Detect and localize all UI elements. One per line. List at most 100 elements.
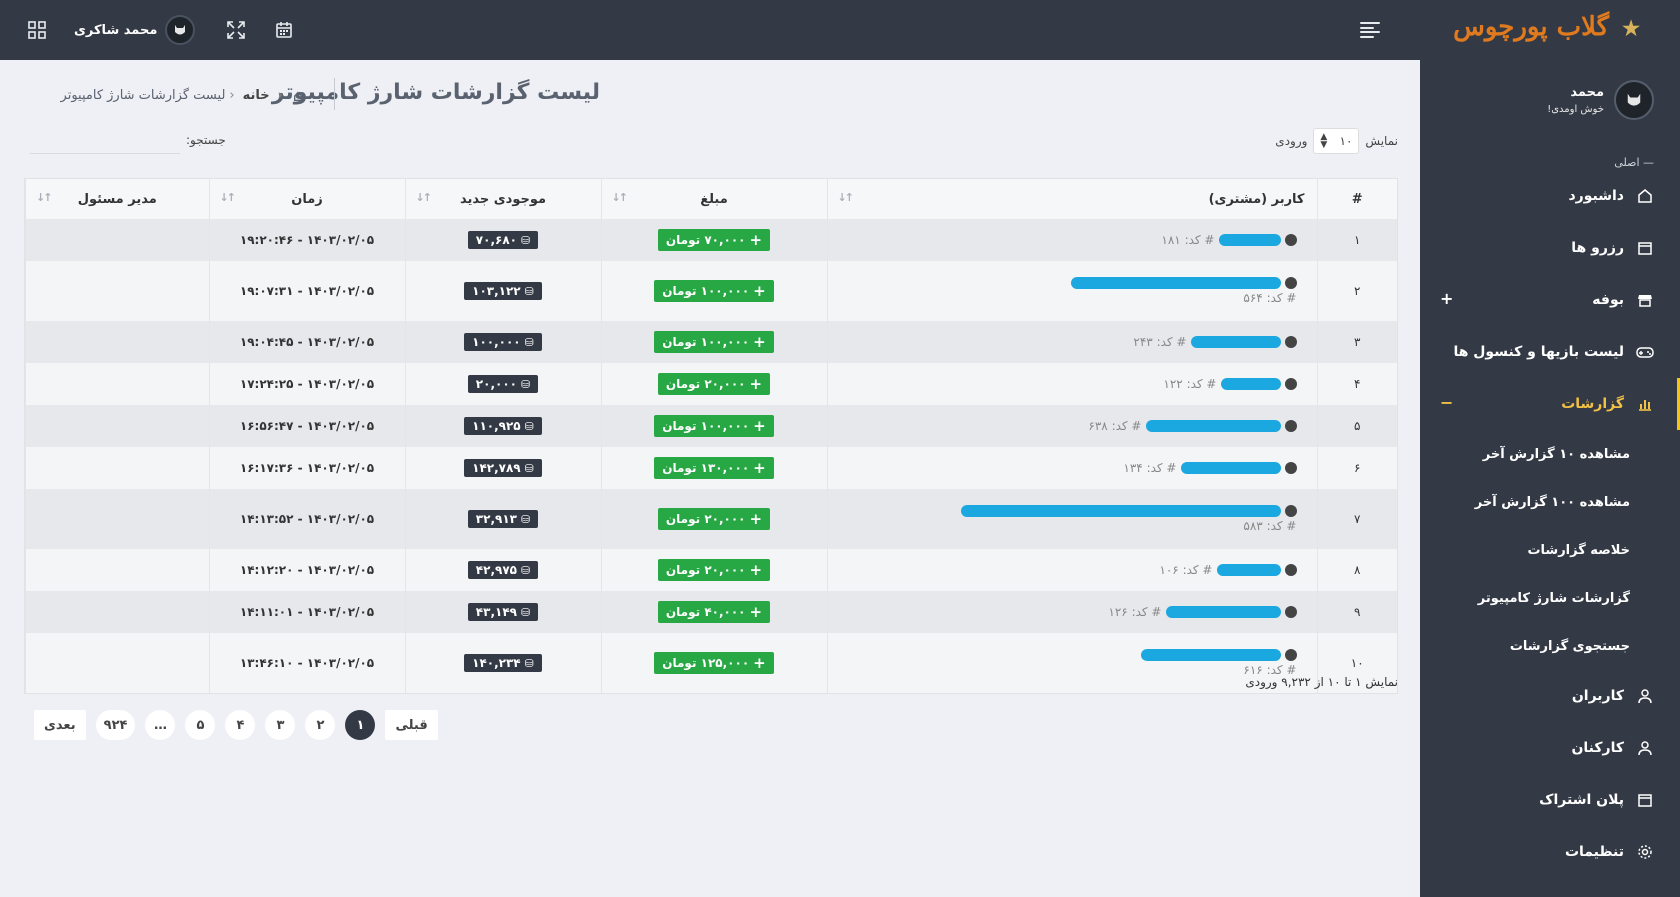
home-icon	[1636, 187, 1654, 205]
page-button[interactable]: ۲	[305, 710, 336, 740]
submenu-last-100[interactable]: مشاهده ۱۰۰ گزارش آخر	[1474, 494, 1630, 510]
table-row[interactable]: ۹ # کد: ۱۲۶ +۴۰,۰۰۰ تومان ⛁ ۴۳,۱۴۹ ۱۴۰۳/۰…	[25, 591, 1397, 633]
col-balance[interactable]: موجودی جدید ↑↓	[404, 179, 601, 219]
sidebar-item-buffet[interactable]: بوفه +	[1420, 274, 1680, 326]
page-button[interactable]: ۳	[265, 710, 296, 740]
submenu-summary[interactable]: خلاصه گزارشات	[1527, 542, 1630, 558]
plus-icon: +	[753, 282, 766, 300]
page-title: لیست گزارشات شارژ کامپیوتر	[271, 80, 600, 105]
amount-badge: +۴۰,۰۰۰ تومان	[657, 601, 771, 623]
balance-badge: ⛁ ۴۳,۱۴۹	[467, 603, 539, 621]
coins-icon: ⛁	[524, 461, 534, 475]
user-cell[interactable]: # کد: ۶۱۶	[826, 633, 1317, 693]
submenu-last-10[interactable]: مشاهده ۱۰ گزارش آخر	[1482, 446, 1630, 462]
manager-cell	[25, 591, 209, 633]
user-cell[interactable]: # کد: ۵۶۴	[826, 261, 1317, 321]
amount-badge: +۱۳۰,۰۰۰ تومان	[654, 457, 774, 479]
entries-label: ورودی	[1275, 134, 1308, 148]
amount-badge: +۲۰,۰۰۰ تومان	[657, 373, 771, 395]
menu-toggle-button[interactable]	[1360, 22, 1380, 38]
sort-icon: ↑↓	[219, 191, 237, 204]
top-bar: ★ گلاب پورچوس محمد شاکری	[0, 0, 1680, 60]
apps-grid-icon[interactable]	[26, 19, 48, 41]
coins-icon: ⛁	[524, 284, 534, 298]
col-index[interactable]: #	[1316, 179, 1397, 219]
plus-icon: +	[749, 231, 763, 249]
sidebar-item-subscription[interactable]: پلان اشتراک	[1420, 774, 1680, 826]
table-row[interactable]: ۲ # کد: ۵۶۴ +۱۰۰,۰۰۰ تومان ⛁ ۱۰۳,۱۲۲ ۱۴۰۳…	[25, 261, 1397, 321]
redacted-name	[1140, 649, 1281, 661]
coins-icon: ⛁	[524, 335, 534, 349]
plus-icon: +	[753, 333, 766, 351]
collapse-icon[interactable]: −	[1440, 393, 1454, 412]
home-icon[interactable]: ⌂	[292, 86, 303, 105]
user-cell[interactable]: # کد: ۱۰۶	[826, 549, 1317, 591]
submenu-computer-charge[interactable]: گزارشات شارژ کامپیوتر	[1477, 590, 1630, 606]
amount-cell: +۲۰,۰۰۰ تومان	[600, 363, 827, 405]
table-row[interactable]: ۱ # کد: ۱۸۱ +۷۰,۰۰۰ تومان ⛁ ۷۰,۶۸۰ ۱۴۰۳/۰…	[25, 219, 1397, 261]
amount-badge: +۱۰۰,۰۰۰ تومان	[654, 280, 774, 302]
search-input[interactable]	[30, 126, 180, 154]
user-cell[interactable]: # کد: ۱۲۲	[826, 363, 1317, 405]
sidebar-item-dashboard[interactable]: داشبورد	[1420, 170, 1680, 222]
page-button[interactable]: ۴	[225, 710, 256, 740]
sidebar-item-staff[interactable]: کارکنان	[1420, 722, 1680, 774]
col-user[interactable]: کاربر (مشتری) ↑↓	[826, 179, 1317, 219]
col-amount[interactable]: مبلغ ↑↓	[600, 179, 827, 219]
store-icon	[1636, 291, 1654, 309]
next-page-button[interactable]: بعدی	[34, 710, 86, 740]
amount-cell: +۷۰,۰۰۰ تومان	[600, 219, 827, 261]
user-cell[interactable]: # کد: ۱۲۶	[826, 591, 1317, 633]
sidebar-profile[interactable]: محمد خوش اومدی!	[1434, 80, 1654, 120]
user-circle-icon	[1284, 606, 1297, 618]
fullscreen-icon[interactable]	[225, 19, 247, 41]
sidebar-item-reports[interactable]: گزارشات −	[1420, 378, 1680, 430]
sidebar-item-reservations[interactable]: رزرو ها	[1420, 222, 1680, 274]
sidebar-item-users[interactable]: کاربران	[1420, 670, 1680, 722]
breadcrumb-home[interactable]: خانه	[242, 88, 270, 103]
col-manager[interactable]: مدیر مسئول ↑↓	[25, 179, 209, 219]
redacted-name	[1145, 420, 1281, 432]
search-control: جستجو:	[30, 126, 226, 154]
balance-badge: ⛁ ۳۲,۹۱۳	[467, 510, 539, 528]
table-row[interactable]: ۳ # کد: ۲۴۳ +۱۰۰,۰۰۰ تومان ⛁ ۱۰۰,۰۰۰ ۱۴۰۳…	[25, 321, 1397, 363]
page-button[interactable]: ۹۲۴	[95, 710, 136, 740]
topbar-user[interactable]: محمد شاکری	[74, 15, 196, 45]
table-row[interactable]: ۱۰ # کد: ۶۱۶ +۱۲۵,۰۰۰ تومان ⛁ ۱۴۰,۲۳۴ ۱۴۰…	[25, 633, 1397, 693]
user-cell[interactable]: # کد: ۵۸۳	[826, 489, 1317, 549]
user-code: # کد: ۵۸۳	[1243, 519, 1297, 533]
amount-badge: +۱۲۵,۰۰۰ تومان	[654, 652, 774, 674]
user-cell[interactable]: # کد: ۱۳۴	[826, 447, 1317, 489]
prev-page-button[interactable]: قبلی	[385, 710, 438, 740]
sidebar-item-settings[interactable]: تنظیمات	[1420, 826, 1680, 878]
table-row[interactable]: ۵ # کد: ۶۳۸ +۱۰۰,۰۰۰ تومان ⛁ ۱۱۰,۹۲۵ ۱۴۰۳…	[25, 405, 1397, 447]
page-button[interactable]: ۱	[345, 710, 376, 740]
sidebar-nav: داشبورد رزرو ها بوفه + لیست بازیها و کنس…	[1420, 170, 1680, 878]
entries-select[interactable]: ۱۰ ▲ ▼	[1313, 128, 1360, 154]
user-cell[interactable]: # کد: ۶۳۸	[826, 405, 1317, 447]
time-cell: ۱۴۰۳/۰۲/۰۵ - ۱۳:۴۶:۱۰	[208, 633, 405, 693]
table-row[interactable]: ۷ # کد: ۵۸۳ +۲۰,۰۰۰ تومان ⛁ ۳۲,۹۱۳ ۱۴۰۳/۰…	[25, 489, 1397, 549]
coins-icon: ⛁	[520, 233, 531, 247]
amount-cell: +۱۲۵,۰۰۰ تومان	[600, 633, 827, 693]
sort-icon: ↑↓	[36, 191, 53, 204]
expand-icon[interactable]: +	[1440, 289, 1454, 308]
col-time[interactable]: زمان ↑↓	[208, 179, 405, 219]
reports-table: # کاربر (مشتری) ↑↓ مبلغ ↑↓ موجودی جدید ↑↓ ز…	[24, 178, 1398, 694]
user-cell[interactable]: # کد: ۲۴۳	[826, 321, 1317, 363]
calendar-icon[interactable]	[273, 19, 295, 41]
table-row[interactable]: ۴ # کد: ۱۲۲ +۲۰,۰۰۰ تومان ⛁ ۲۰,۰۰۰ ۱۴۰۳/۰…	[25, 363, 1397, 405]
plus-icon: +	[753, 459, 766, 477]
amount-badge: +۱۰۰,۰۰۰ تومان	[654, 331, 774, 353]
table-row[interactable]: ۸ # کد: ۱۰۶ +۲۰,۰۰۰ تومان ⛁ ۴۲,۹۷۵ ۱۴۰۳/۰…	[25, 549, 1397, 591]
balance-cell: ⛁ ۳۲,۹۱۳	[404, 489, 601, 549]
page-button[interactable]: ۵	[185, 710, 216, 740]
brand-logo[interactable]: ★ گلاب پورچوس	[1453, 12, 1640, 42]
sidebar-item-games[interactable]: لیست بازیها و کنسول ها	[1420, 326, 1680, 378]
page-button[interactable]: …	[145, 710, 176, 740]
user-cell[interactable]: # کد: ۱۸۱	[826, 219, 1317, 261]
balance-badge: ⛁ ۲۰,۰۰۰	[467, 375, 539, 393]
table-row[interactable]: ۶ # کد: ۱۳۴ +۱۳۰,۰۰۰ تومان ⛁ ۱۴۲,۷۸۹ ۱۴۰۳…	[25, 447, 1397, 489]
user-code: # کد: ۵۶۴	[1243, 291, 1297, 305]
submenu-search-reports[interactable]: جستجوی گزارشات	[1509, 638, 1630, 654]
